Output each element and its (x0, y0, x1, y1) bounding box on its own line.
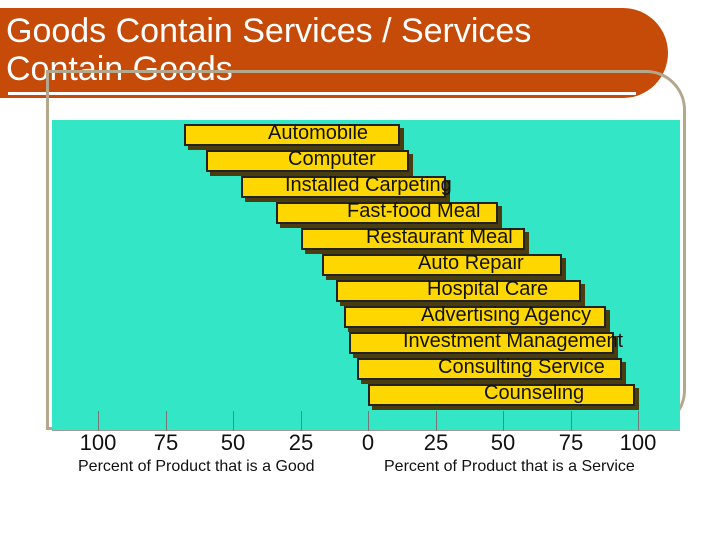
product-label: Hospital Care (427, 278, 549, 300)
slide-title: Goods Contain Services / Services Contai… (6, 12, 666, 88)
x-axis-tick (368, 411, 369, 431)
x-axis-tick-label: 50 (220, 430, 246, 455)
x-axis-tick-label: 75 (558, 430, 584, 455)
slide-title-line1: Goods Contain Services / Services (6, 12, 532, 50)
x-axis-tick-label: 25 (288, 430, 314, 455)
x-axis-tick (571, 411, 572, 431)
x-axis-tick (436, 411, 437, 431)
x-axis-line (52, 430, 680, 431)
product-bar (322, 254, 563, 276)
service-axis-caption: Percent of Product that is a Service (384, 458, 635, 475)
x-axis-tick (301, 411, 302, 431)
x-axis-tick-label: 100 (79, 430, 117, 455)
x-axis-tick-label: 0 (361, 430, 375, 455)
x-axis-tick-label: 25 (423, 430, 449, 455)
product-bar (368, 384, 636, 406)
x-axis-tick (503, 411, 504, 431)
x-axis-tick (638, 411, 639, 431)
title-underline (8, 92, 636, 95)
product-bar (206, 150, 409, 172)
product-label: Counseling (484, 382, 585, 404)
product-bar (343, 306, 606, 328)
x-axis-tick (98, 411, 99, 431)
product-label: Installed Carpeting (285, 174, 452, 196)
slide-title-line2: Contain Goods (6, 50, 233, 88)
product-label: Investment Management (403, 330, 624, 352)
product-label: Automobile (268, 122, 369, 144)
good-axis-caption: Percent of Product that is a Good (78, 458, 315, 475)
x-axis-tick-label: 100 (619, 430, 657, 455)
product-bar (357, 358, 622, 380)
product-label: Restaurant Meal (366, 226, 513, 248)
x-axis-tick (233, 411, 234, 431)
product-bar (300, 228, 525, 250)
x-axis-tick-label: 75 (153, 430, 179, 455)
x-axis-tick (166, 411, 167, 431)
product-label: Consulting Service (438, 356, 605, 378)
product-label: Advertising Agency (421, 304, 592, 326)
product-label: Computer (288, 148, 376, 170)
product-bar (184, 124, 401, 146)
product-bar (276, 202, 498, 224)
product-bar (335, 280, 582, 302)
product-bar (349, 332, 614, 354)
product-label: Fast-food Meal (347, 200, 481, 222)
title-banner (0, 8, 668, 98)
product-bar (241, 176, 447, 198)
product-label: Auto Repair (418, 252, 524, 274)
x-axis-tick-label: 50 (490, 430, 516, 455)
